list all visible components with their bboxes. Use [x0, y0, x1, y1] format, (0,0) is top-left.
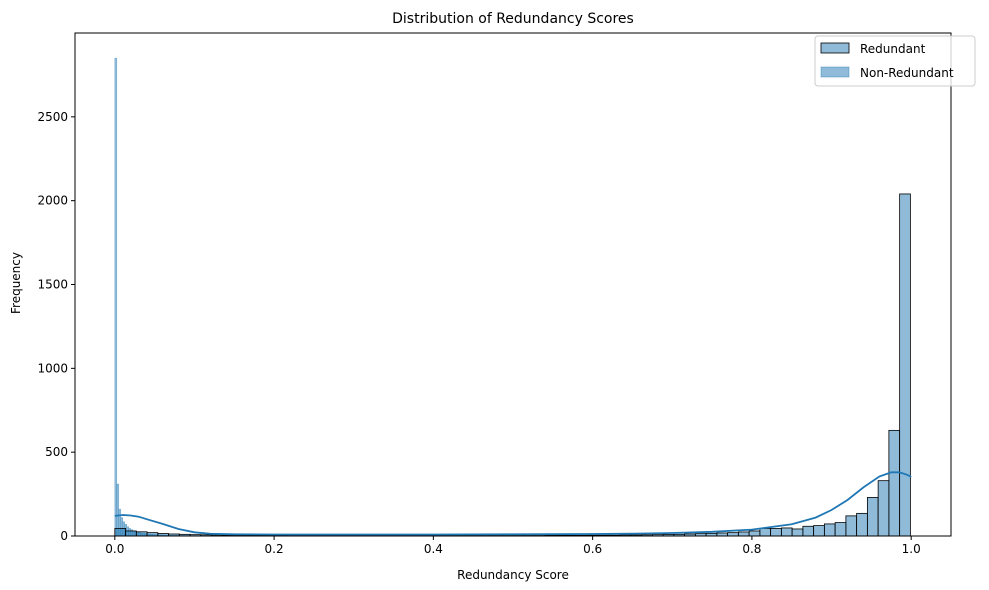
bar-redundant-62: [780, 527, 793, 537]
bar-redundant-0: [114, 528, 126, 537]
x-tick-label-3: 0.6: [583, 542, 602, 556]
y-tick-label-5: 2500: [37, 110, 68, 124]
legend-label-non-redundant: Non-Redundant: [860, 66, 954, 80]
x-tick-label-4: 0.8: [742, 542, 761, 556]
x-tick-label-2: 0.4: [424, 542, 443, 556]
bar-redundant-1: [125, 530, 137, 537]
x-tick-label-1: 0.2: [265, 542, 284, 556]
bar-redundant-2: [135, 531, 148, 537]
y-axis-label: Frequency: [9, 252, 23, 314]
bar-redundant-61: [770, 528, 782, 537]
kde-curve-redundant: [114, 471, 912, 536]
y-tick-label-4: 2000: [37, 194, 68, 208]
bar-redundant-68: [845, 515, 858, 537]
y-tick-label-1: 500: [45, 445, 68, 459]
legend-swatch-non-redundant: [820, 66, 850, 78]
legend-label-redundant: Redundant: [860, 42, 926, 56]
bar-non-redundant-0: [114, 57, 118, 537]
legend-swatch-redundant: [820, 42, 850, 54]
x-axis-label: Redundancy Score: [457, 568, 569, 582]
bar-redundant-71: [877, 480, 890, 537]
chart-title: Distribution of Redundancy Scores: [392, 11, 634, 27]
bar-redundant-58: [737, 531, 750, 537]
bar-redundant-70: [866, 497, 879, 537]
legend: Redundant Non-Redundant: [814, 35, 976, 87]
bar-redundant-63: [791, 528, 804, 537]
bar-redundant-73: [899, 193, 911, 537]
x-tick-label-0: 0.0: [105, 542, 124, 556]
bar-redundant-67: [834, 522, 847, 537]
y-tick-label-3: 1500: [37, 278, 68, 292]
y-tick-label-2: 1000: [37, 361, 68, 375]
bar-redundant-64: [802, 525, 815, 537]
bar-redundant-66: [823, 523, 836, 537]
bar-redundant-72: [888, 429, 901, 537]
bar-redundant-59: [748, 530, 761, 537]
bar-redundant-57: [727, 532, 739, 537]
legend-frame: [814, 35, 976, 87]
bar-redundant-60: [759, 528, 772, 537]
x-tick-label-5: 1.0: [902, 542, 921, 556]
bar-redundant-65: [813, 525, 825, 537]
bar-redundant-3: [146, 532, 159, 537]
bar-redundant-69: [856, 512, 868, 537]
plot-area: 0.0 0.2 0.4 0.6 0.8 1.0 0 500 1000 1500 2000 2500: [37, 32, 952, 556]
y-tick-label-0: 0: [60, 529, 68, 543]
